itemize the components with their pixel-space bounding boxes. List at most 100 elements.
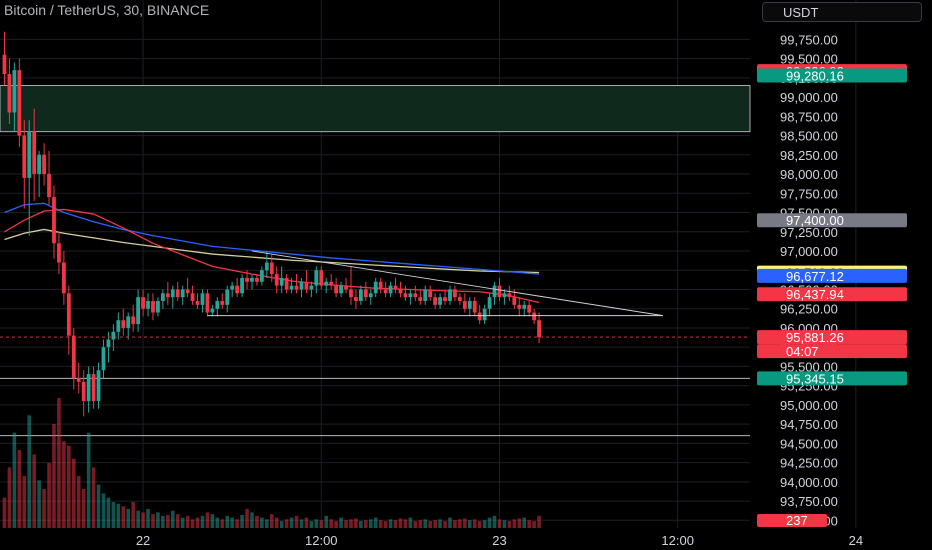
candle-body xyxy=(467,301,472,309)
candle-body xyxy=(235,285,240,294)
volume-bar xyxy=(378,520,383,528)
candle-body xyxy=(269,262,274,275)
candle-body xyxy=(304,281,309,290)
volume-bar xyxy=(289,517,294,528)
volume-bar xyxy=(220,519,225,528)
volume-bar xyxy=(507,521,512,528)
y-tick-label: 96,250.00 xyxy=(780,302,838,317)
volume-bar xyxy=(408,517,413,528)
candle-body xyxy=(66,293,71,336)
y-tick-label: 95,500.00 xyxy=(780,359,838,374)
candle-body xyxy=(160,293,165,302)
volume-bar xyxy=(2,497,7,528)
volume-bar xyxy=(279,521,284,528)
volume-bar xyxy=(512,519,517,528)
candle-body xyxy=(527,304,532,313)
candle-body xyxy=(279,277,284,286)
volume-bar xyxy=(364,520,368,528)
volume-bar xyxy=(453,520,457,528)
y-tick-label: 99,750.00 xyxy=(780,32,838,47)
candle-body xyxy=(507,293,512,298)
volume-bar xyxy=(81,489,86,528)
volume-bar xyxy=(472,519,477,528)
volume-bar xyxy=(497,519,502,528)
volume-bar xyxy=(339,517,343,528)
price-label-text: 95,345.15 xyxy=(786,371,844,386)
price-label-box xyxy=(757,287,907,302)
candle-body xyxy=(462,301,467,309)
candle-body xyxy=(393,285,398,290)
volume-bar xyxy=(91,467,96,528)
volume-bar xyxy=(32,454,36,528)
volume-bar xyxy=(185,515,190,528)
volume-bar xyxy=(170,510,175,528)
volume-bar xyxy=(22,476,27,528)
x-tick-label: 22 xyxy=(136,533,150,548)
volume-bar xyxy=(136,510,140,528)
volume-bar xyxy=(71,458,76,528)
volume-bar xyxy=(304,517,309,528)
candle-body xyxy=(363,289,368,298)
candle-body xyxy=(101,347,106,371)
candle-body xyxy=(413,293,418,298)
volume-bar xyxy=(403,519,408,528)
volume-bar xyxy=(373,517,378,528)
volume-bar xyxy=(12,432,17,528)
volume-bar xyxy=(344,520,348,528)
y-tick-label: 94,000.00 xyxy=(780,475,838,490)
candle-body xyxy=(200,293,205,305)
candle-body xyxy=(334,285,339,294)
volume-bar xyxy=(27,415,32,528)
candle-body xyxy=(195,301,200,305)
volume-bar xyxy=(17,450,22,528)
currency-selector[interactable]: USDT xyxy=(762,2,922,22)
volume-bar xyxy=(482,520,487,528)
candle-body xyxy=(220,301,225,305)
volume-bar xyxy=(106,497,111,528)
volume-bar xyxy=(309,521,314,528)
candle-body xyxy=(111,331,116,340)
volume-bar xyxy=(210,514,215,528)
x-tick-label: 12:00 xyxy=(305,533,338,548)
volume-bar xyxy=(166,515,170,528)
candle-body xyxy=(289,285,294,290)
candle-body xyxy=(121,320,126,328)
price-label-box xyxy=(757,213,907,228)
volume-bar xyxy=(230,517,234,528)
volume-bar xyxy=(205,512,210,528)
candle-body xyxy=(378,281,383,290)
y-tick-label: 97,250.00 xyxy=(780,225,838,240)
candle-body xyxy=(61,262,66,294)
volume-bar xyxy=(47,463,51,528)
candle-body xyxy=(96,370,101,402)
candle-body xyxy=(52,197,56,244)
candle-body xyxy=(165,293,170,298)
volume-bar xyxy=(255,515,259,528)
price-label-text: 99,280.16 xyxy=(786,69,844,84)
candle-body xyxy=(17,70,22,136)
y-tick-label: 98,250.00 xyxy=(780,148,838,163)
candle-body xyxy=(443,297,447,302)
y-tick-label: 95,000.00 xyxy=(780,398,838,413)
candle-body xyxy=(76,377,81,382)
volume-bar xyxy=(269,514,274,528)
candle-body xyxy=(512,297,517,305)
candle-body xyxy=(418,297,423,302)
volume-label-text: 237 xyxy=(786,513,808,528)
volume-bar xyxy=(393,520,398,528)
candle-body xyxy=(428,289,433,298)
y-tick-label: 98,750.00 xyxy=(780,109,838,124)
volume-bar xyxy=(161,515,165,528)
volume-bar xyxy=(250,512,254,528)
volume-bar xyxy=(57,398,61,528)
candle-body xyxy=(299,281,304,290)
candle-body xyxy=(47,174,51,198)
candle-body xyxy=(7,74,12,113)
candle-body xyxy=(433,297,438,305)
candle-body xyxy=(156,301,160,313)
volume-bar xyxy=(265,519,269,528)
chart-title: Bitcoin / TetherUS, 30, BINANCE xyxy=(4,2,210,18)
volume-bar xyxy=(487,517,492,528)
volume-bar xyxy=(52,424,56,528)
